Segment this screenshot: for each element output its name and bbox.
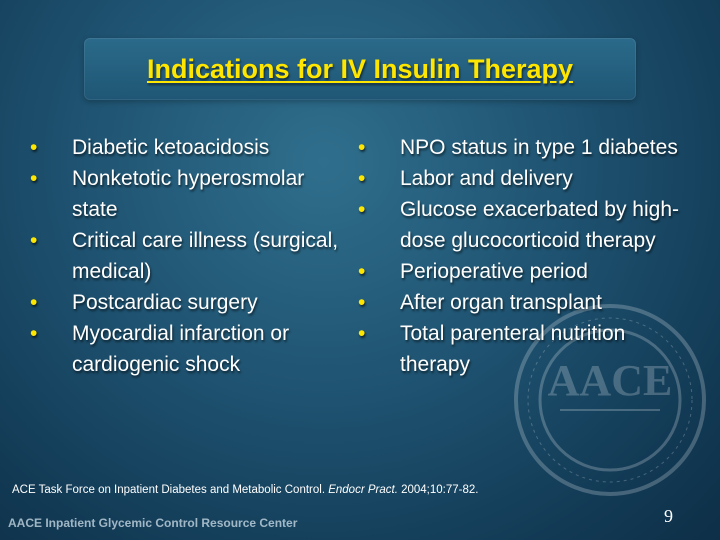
title-box: Indications for IV Insulin Therapy — [84, 38, 636, 100]
bullet-item: Glucose exacerbated by high-dose glucoco… — [358, 194, 688, 256]
aace-seal-icon: AACE — [514, 304, 706, 496]
bullet-item: After organ transplant — [358, 287, 688, 318]
bullet-item: Labor and delivery — [358, 163, 688, 194]
citation-details: 2004;10:77-82. — [401, 484, 479, 496]
bullet-item: Perioperative period — [358, 256, 688, 287]
page-number: 9 — [664, 506, 673, 526]
bullet-item: NPO status in type 1 diabetes — [358, 132, 688, 163]
citation-journal: Endocr Pract. — [328, 484, 398, 496]
citation: ACE Task Force on Inpatient Diabetes and… — [12, 484, 478, 496]
bullet-item: Total parenteral nutrition therapy — [358, 318, 688, 380]
bullet-item: Nonketotic hyperosmolar state — [30, 163, 350, 225]
bullet-item: Myocardial infarction or cardiogenic sho… — [30, 318, 350, 380]
footer-text: AACE Inpatient Glycemic Control Resource… — [8, 516, 298, 530]
slide-title: Indications for IV Insulin Therapy — [146, 53, 574, 84]
right-bullet-list: NPO status in type 1 diabetes Labor and … — [358, 132, 688, 380]
left-bullet-list: Diabetic ketoacidosis Nonketotic hyperos… — [30, 132, 350, 380]
citation-text: ACE Task Force on Inpatient Diabetes and… — [12, 484, 326, 496]
bullet-item: Postcardiac surgery — [30, 287, 350, 318]
seal-text: AACE — [548, 356, 673, 405]
bullet-item: Diabetic ketoacidosis — [30, 132, 350, 163]
bullet-item: Critical care illness (surgical, medical… — [30, 225, 350, 287]
